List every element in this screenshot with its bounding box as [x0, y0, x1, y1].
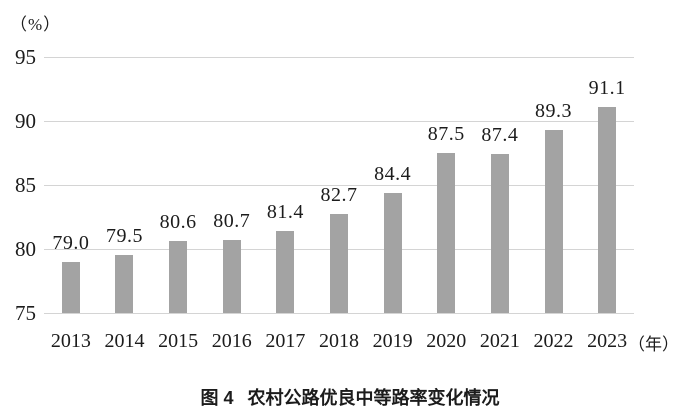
y-tick-label: 85 [15, 173, 36, 197]
bar-value-label: 87.4 [481, 124, 519, 147]
x-tick-label: 2019 [372, 330, 413, 352]
x-tick-label: 2017 [265, 330, 306, 352]
bar [61, 261, 80, 313]
x-tick-label: 2020 [426, 330, 467, 352]
gridline [44, 312, 634, 314]
x-tick-label: 2018 [319, 330, 359, 352]
y-tick-label: 75 [15, 301, 36, 325]
bar-value-label: 79.0 [52, 231, 90, 254]
bar-value-label: 91.1 [588, 76, 626, 99]
bar [115, 255, 134, 313]
bar [330, 214, 348, 313]
bar-value-label: 80.6 [159, 211, 197, 234]
gridline [44, 120, 634, 122]
x-tick-label: 2016 [211, 330, 252, 352]
bar [222, 240, 241, 313]
gridline [44, 56, 634, 58]
bar [169, 241, 188, 313]
bar [383, 192, 402, 313]
bar [276, 231, 295, 313]
bar [437, 153, 456, 313]
x-tick-label: 2015 [158, 330, 199, 352]
x-axis-unit-label: （年） [628, 335, 679, 354]
y-axis-unit-label: （%） [10, 15, 62, 34]
y-tick-label: 80 [15, 237, 36, 261]
x-tick-label: 2021 [479, 330, 520, 352]
bar-value-label: 87.5 [427, 123, 465, 145]
x-tick-label: 2022 [533, 330, 574, 352]
bar-value-label: 89.3 [535, 99, 573, 122]
y-tick-label: 90 [15, 109, 36, 133]
figure-number: 图 4 [200, 388, 234, 408]
x-tick-label: 2013 [50, 330, 91, 352]
bar-value-label: 82.7 [320, 184, 358, 207]
bar [544, 129, 563, 313]
x-tick-label: 2023 [587, 330, 628, 352]
bar-value-label: 79.5 [105, 225, 143, 248]
figure-title: 农村公路优良中等路率变化情况 [247, 388, 500, 408]
gridline [44, 184, 634, 186]
bar [598, 106, 617, 313]
bar-value-label: 84.4 [374, 162, 412, 185]
bar-value-label: 80.7 [213, 210, 251, 233]
x-tick-label: 2014 [104, 330, 145, 352]
figure-caption: 图 4 农村公路优良中等路率变化情况 [0, 384, 700, 410]
y-tick-label: 95 [15, 45, 36, 69]
bar [490, 154, 509, 313]
bar-value-label: 81.4 [266, 201, 304, 224]
